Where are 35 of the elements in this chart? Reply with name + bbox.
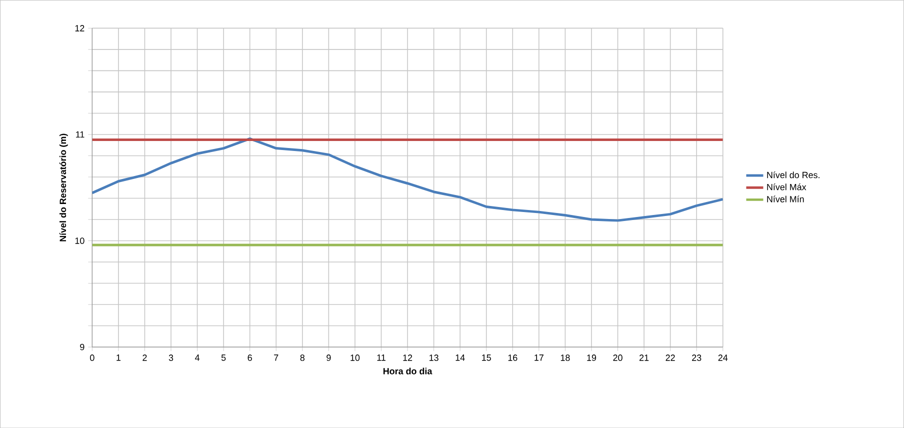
x-tick-label: 17 [534,354,544,361]
y-tick-label: 11 [76,131,84,138]
x-tick-label: 23 [692,354,702,361]
x-tick-label: 0 [90,354,94,361]
x-tick-label: 13 [430,354,438,361]
x-tick-label: 10 [350,354,360,361]
legend-label: Nível Máx [767,183,806,190]
x-tick-label: 14 [456,354,465,361]
legend-label: Nível do Res. [767,171,820,178]
x-axis-title: Hora do dia [383,368,432,374]
x-tick-label: 1 [116,354,120,361]
x-tick-label: 11 [377,354,386,361]
x-tick-label: 12 [403,354,412,361]
x-tick-label: 18 [560,354,570,361]
x-tick-label: 15 [482,354,491,361]
x-tick-label: 3 [168,354,174,361]
y-axis-title: Nível do Reservatório (m) [59,134,68,242]
y-tick-label: 12 [75,24,84,32]
x-tick-label: 6 [248,354,252,361]
y-tick-label: 10 [75,237,84,244]
x-tick-label: 8 [300,354,305,361]
x-tick-label: 20 [613,354,622,361]
x-tick-label: 4 [194,354,200,361]
x-tick-label: 2 [142,354,147,361]
x-tick-label: 5 [221,354,226,361]
x-tick-label: 24 [718,354,728,361]
x-tick-label: 16 [508,354,518,361]
x-tick-label: 22 [666,354,675,361]
x-tick-label: 19 [587,354,596,361]
x-tick-label: 9 [326,354,331,361]
x-tick-label: 7 [274,354,278,361]
legend-label: Nível Mín [767,196,804,202]
y-tick-label: 9 [80,344,84,350]
line-series [92,137,723,222]
x-tick-label: 21 [640,354,649,361]
